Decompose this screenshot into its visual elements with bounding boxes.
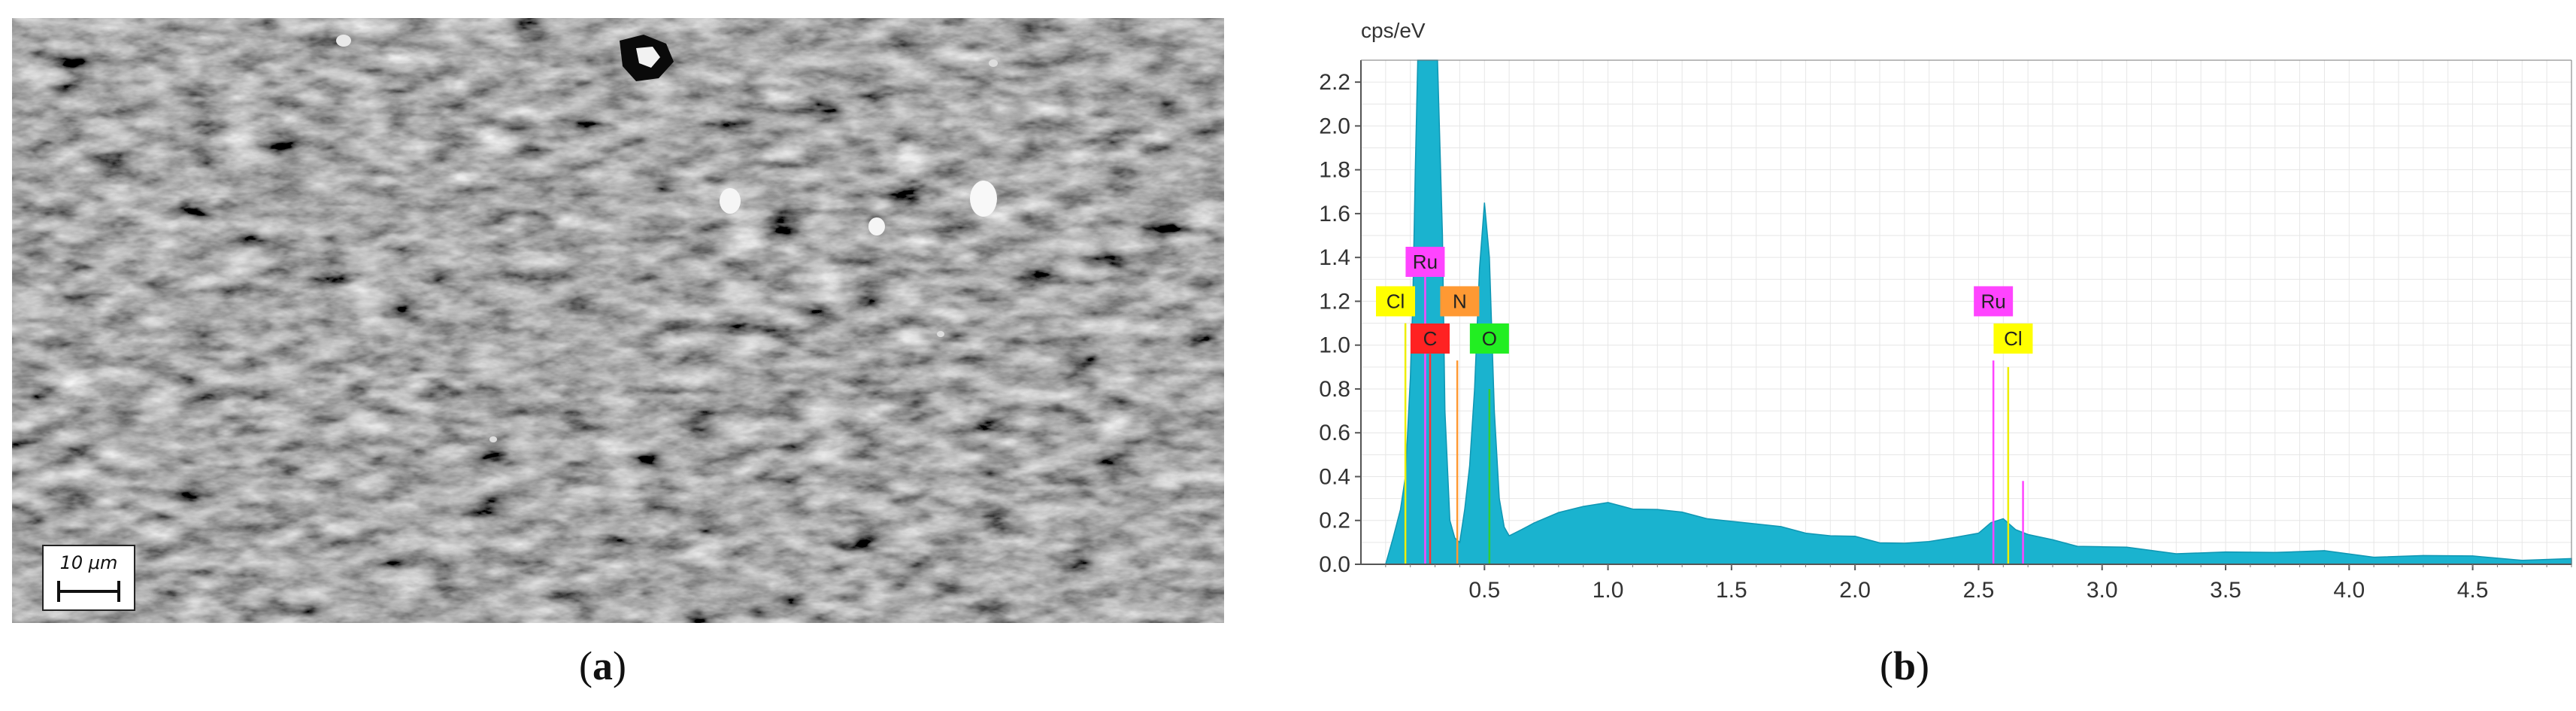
eds-spectrum-chart: cps/eV 0.0 0.2 0.4 0.6 0.8 1.0 1.2 1.4 1.6 1.8 2.0…	[1319, 19, 2572, 603]
x-tick-label: 4.5	[2457, 578, 2489, 603]
panel-label-b-letter: b	[1893, 643, 1917, 688]
peak-label-text: Ru	[1981, 290, 2006, 312]
peak-label-ru: Ru	[1974, 286, 2014, 317]
y-tick-label: 1.0	[1319, 333, 1350, 358]
peak-label-cl: Cl	[1993, 323, 2033, 354]
peak-label-c: C	[1411, 323, 1450, 354]
peak-label-box	[1376, 286, 1415, 317]
x-tick-label: 0.5	[1468, 578, 1500, 603]
sem-bright-particle	[720, 188, 741, 214]
x-tick-label: 1.5	[1716, 578, 1747, 603]
y-tick-label: 0.8	[1319, 377, 1350, 402]
y-tick-label: 0.6	[1319, 421, 1350, 445]
peak-label-text: Cl	[2004, 327, 2023, 350]
y-tick-label: 0.2	[1319, 509, 1350, 533]
peak-label-text: Ru	[1413, 251, 1438, 273]
y-tick-label: 0.4	[1319, 464, 1350, 489]
peak-label-box	[1993, 323, 2033, 354]
x-tick-label: 2.5	[1963, 578, 1995, 603]
peak-label-box	[1405, 247, 1445, 277]
y-tick-label: 2.2	[1319, 70, 1350, 95]
peak-label-box	[1469, 323, 1509, 354]
sem-bright-particle	[970, 181, 997, 217]
x-tick-label: 2.0	[1839, 578, 1871, 603]
x-tick-label: 3.0	[2087, 578, 2118, 603]
peak-label-text: N	[1453, 290, 1467, 312]
y-tick-label: 1.6	[1319, 202, 1350, 226]
peak-label-box	[1974, 286, 2014, 317]
y-tick-label: 2.0	[1319, 114, 1350, 138]
y-tick-label: 1.4	[1319, 245, 1350, 270]
y-axis-label: cps/eV	[1361, 19, 1426, 42]
tick-labels: 0.0 0.2 0.4 0.6 0.8 1.0 1.2 1.4 1.6 1.8 2.0 2.2 0.5 1…	[1319, 70, 2488, 603]
chart-axes	[1355, 59, 2572, 570]
sem-texture	[12, 18, 1224, 623]
y-tick-label: 1.8	[1319, 158, 1350, 183]
scale-bar-line	[57, 581, 120, 602]
sem-bright-particle	[989, 59, 998, 67]
element-lines	[1404, 275, 2024, 564]
x-tick-label: 4.0	[2333, 578, 2365, 603]
peak-label-cl: Cl	[1376, 286, 1415, 317]
x-tick-label: 3.5	[2210, 578, 2241, 603]
sem-bright-particle	[868, 217, 885, 235]
peak-label-box	[1411, 323, 1450, 354]
panel-label-b: (b)	[1880, 643, 1930, 688]
sem-micrograph: 10 μm	[12, 18, 1224, 623]
peak-label-ru: Ru	[1405, 247, 1445, 277]
y-tick-label: 0.0	[1319, 552, 1350, 577]
sem-bright-particle	[937, 331, 944, 337]
peak-labels: Ru Cl NC O Ru Cl	[1376, 247, 2033, 354]
y-tick-label: 1.2	[1319, 289, 1350, 314]
chart-grid	[1361, 60, 2572, 564]
sem-bright-flake	[636, 47, 660, 68]
sem-bright-particle	[489, 436, 497, 442]
scale-bar: 10 μm	[42, 545, 135, 611]
peak-label-n: N	[1440, 286, 1480, 317]
sem-noise-layer	[12, 18, 1224, 623]
peak-label-box	[1440, 286, 1480, 317]
panel-label-a-letter: a	[592, 643, 613, 688]
x-tick-label: 1.0	[1593, 578, 1624, 603]
peak-label-o: O	[1469, 323, 1509, 354]
sem-bright-particle	[336, 35, 351, 47]
peak-label-text: Cl	[1386, 290, 1405, 312]
sem-particles	[336, 35, 998, 442]
peak-label-text: C	[1423, 327, 1438, 350]
peak-label-text: O	[1482, 327, 1497, 350]
panel-label-a: (a)	[579, 643, 626, 688]
scale-bar-label: 10 μm	[59, 552, 118, 573]
